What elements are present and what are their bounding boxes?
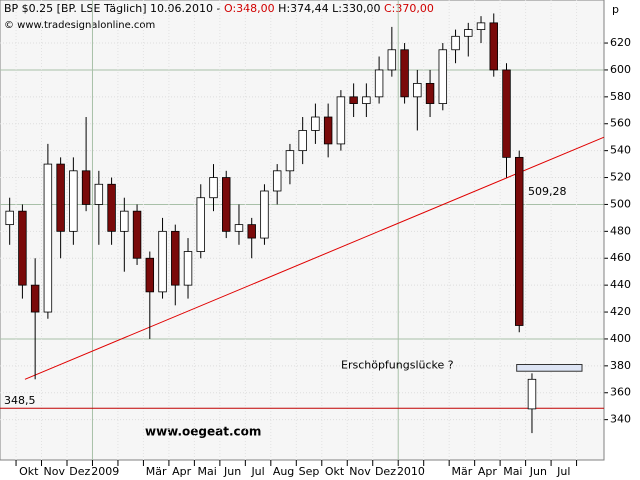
trend-label: 509,28 bbox=[528, 185, 567, 198]
watermark: www.oegeat.com bbox=[145, 425, 261, 439]
candle-body bbox=[158, 230, 167, 293]
y-tick-label: 620 bbox=[610, 36, 631, 49]
candle-body bbox=[107, 183, 116, 232]
candle-body bbox=[69, 170, 78, 232]
x-tick-label: Mär bbox=[452, 465, 473, 478]
x-tick-label: Dez bbox=[375, 465, 396, 478]
x-tick-label: Dez bbox=[69, 465, 90, 478]
candle-body bbox=[222, 177, 231, 232]
candle-body bbox=[413, 82, 422, 98]
y-tick-label: 560 bbox=[610, 117, 631, 130]
candle-body bbox=[362, 96, 371, 104]
candle-body bbox=[272, 170, 282, 192]
x-tick-label: Okt bbox=[325, 465, 345, 478]
y-tick-label: 580 bbox=[610, 90, 631, 103]
candle-body bbox=[30, 284, 40, 313]
y-tick-label: 440 bbox=[610, 278, 631, 291]
x-tick-label: 2009 bbox=[91, 465, 119, 478]
candle-body bbox=[476, 22, 486, 30]
candle-body bbox=[234, 224, 244, 232]
x-tick-label: Sep bbox=[299, 465, 320, 478]
candle-body bbox=[132, 210, 142, 259]
x-tick-label: Nov bbox=[44, 465, 66, 478]
candle-body bbox=[94, 183, 104, 205]
candle-body bbox=[438, 49, 448, 104]
candle-body bbox=[298, 130, 307, 152]
candle-body bbox=[247, 224, 256, 239]
candle-body bbox=[43, 163, 53, 313]
candle-body bbox=[260, 190, 269, 239]
source: © www.tradesignalonline.com bbox=[4, 20, 155, 31]
x-tick-label: Apr bbox=[172, 465, 192, 478]
y-tick-label: 360 bbox=[610, 386, 631, 399]
candle-body bbox=[285, 150, 295, 172]
trendline bbox=[24, 136, 605, 380]
y-tick-label: 540 bbox=[610, 144, 631, 157]
candle-body bbox=[209, 177, 218, 199]
candle-body bbox=[502, 69, 511, 158]
x-tick-label: Jul bbox=[250, 465, 264, 478]
x-tick-label: Jul bbox=[556, 465, 570, 478]
candle-body bbox=[425, 82, 435, 104]
quote-low: L:330,00 bbox=[332, 2, 380, 15]
quote-close: C:370,00 bbox=[384, 2, 434, 15]
y-tick-label: 420 bbox=[610, 305, 631, 318]
candle-body bbox=[120, 210, 129, 232]
unit-label: p bbox=[612, 3, 619, 16]
y-tick-label: 380 bbox=[610, 359, 631, 372]
x-tick-label: Apr bbox=[478, 465, 498, 478]
chart-title: BP $0.25 [BP. LSE Täglich] 10.06.2010 - … bbox=[4, 2, 434, 15]
candle-body bbox=[349, 96, 358, 104]
quote-high: H:374,44 bbox=[278, 2, 328, 15]
x-tick-label: Jun bbox=[223, 465, 241, 478]
x-tick-label: Aug bbox=[273, 465, 294, 478]
y-tick-label: 340 bbox=[610, 413, 631, 426]
y-tick-label: 500 bbox=[610, 197, 631, 210]
y-tick-label: 480 bbox=[610, 224, 631, 237]
x-tick-label: Jun bbox=[529, 465, 547, 478]
candle-body bbox=[196, 197, 205, 252]
candle-body bbox=[515, 156, 524, 326]
candle-body bbox=[171, 230, 180, 286]
candle-body bbox=[311, 116, 320, 131]
candle-body bbox=[464, 29, 473, 37]
support-label: 348,5 bbox=[4, 394, 36, 407]
candle-body bbox=[387, 49, 397, 71]
x-tick-label: Okt bbox=[19, 465, 39, 478]
x-tick-label: Nov bbox=[349, 465, 371, 478]
candle-body bbox=[374, 69, 384, 98]
candle-body bbox=[5, 210, 14, 226]
candle-body bbox=[81, 170, 91, 205]
y-tick-label: 520 bbox=[610, 171, 631, 184]
y-tick-label: 460 bbox=[610, 251, 631, 264]
x-tick-label: Mai bbox=[503, 465, 522, 478]
candle-body bbox=[336, 96, 346, 145]
candle-body bbox=[145, 257, 155, 293]
x-tick-label: 2010 bbox=[397, 465, 425, 478]
candle-body bbox=[527, 378, 537, 410]
gap-box bbox=[516, 364, 583, 372]
candle-body bbox=[18, 210, 27, 286]
candle-body bbox=[56, 163, 65, 232]
x-tick-label: Mai bbox=[197, 465, 216, 478]
y-tick-label: 600 bbox=[610, 63, 631, 76]
candle-body bbox=[183, 251, 193, 286]
title: BP $0.25 [BP. LSE Täglich] 10.06.2010 - bbox=[4, 2, 221, 15]
y-tick-label: 400 bbox=[610, 332, 631, 345]
plot-area bbox=[0, 0, 605, 461]
candle-body bbox=[400, 49, 409, 98]
x-tick-label: Mär bbox=[146, 465, 167, 478]
candle-body bbox=[323, 116, 333, 145]
candle-body bbox=[451, 35, 460, 51]
quote-open: O:348,00 bbox=[224, 2, 275, 15]
candle-body bbox=[489, 22, 498, 71]
annotation: Erschöpfungslücke ? bbox=[341, 359, 454, 372]
